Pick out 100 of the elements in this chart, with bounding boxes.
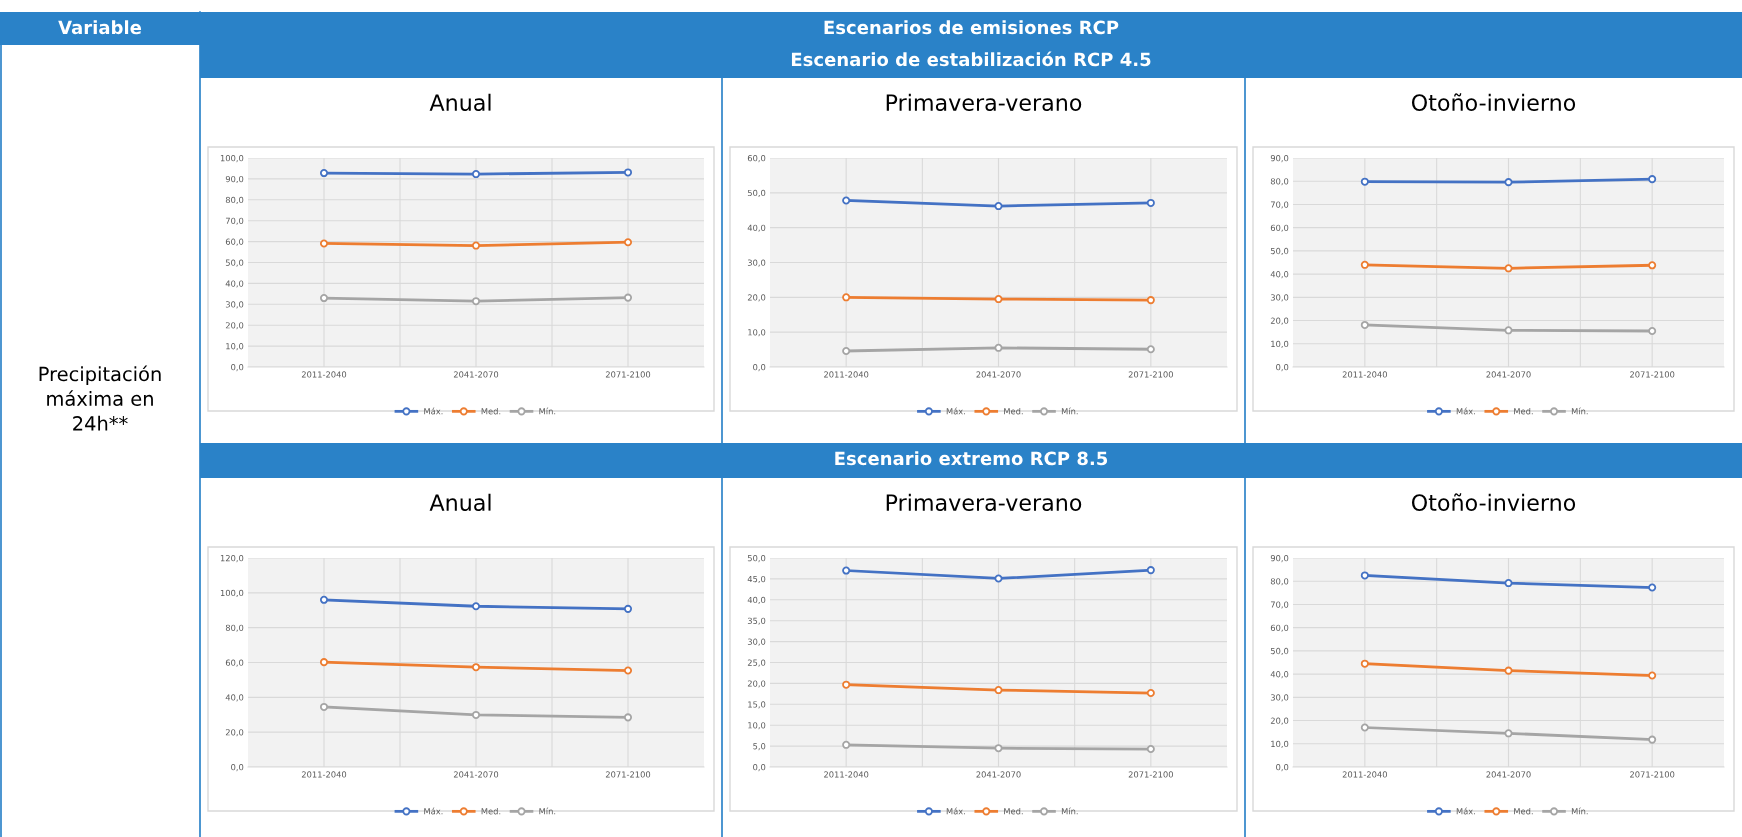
point — [1504, 264, 1513, 273]
point — [471, 710, 481, 719]
point — [1648, 735, 1657, 744]
chart-title: Anual — [429, 493, 491, 511]
legend-label: Máx. — [424, 807, 443, 815]
point — [1146, 744, 1155, 754]
legend-label: Med. — [1514, 407, 1533, 415]
chart-title: Otoño-invierno — [1411, 493, 1576, 511]
y-tick-label: 90,0 — [225, 175, 244, 184]
point — [1648, 671, 1657, 680]
legend-label: Máx. — [946, 407, 965, 415]
point — [994, 202, 1003, 211]
legend-label: Mín. — [539, 407, 556, 415]
legend-label: Med. — [481, 807, 501, 815]
y-tick-label: 60,0 — [747, 154, 766, 163]
y-tick-label: 100,0 — [220, 589, 244, 597]
y-tick-label: 90,0 — [1270, 554, 1289, 563]
point — [1146, 198, 1155, 207]
x-tick-label: 2071-2100 — [605, 771, 651, 778]
x-tick-label: 2011-2040 — [1342, 771, 1387, 778]
point — [1360, 260, 1369, 269]
point — [319, 595, 329, 604]
point — [319, 658, 329, 667]
point — [994, 744, 1003, 753]
y-tick-label: 40,0 — [1270, 671, 1289, 679]
point — [471, 663, 481, 672]
y-tick-label: 0,0 — [753, 763, 766, 772]
y-tick-label: 60,0 — [225, 659, 244, 667]
x-tick-label: 2071-2100 — [605, 371, 651, 378]
y-tick-label: 80,0 — [225, 624, 244, 632]
point — [1360, 177, 1369, 186]
y-tick-label: 50,0 — [1270, 647, 1289, 656]
point — [1504, 178, 1513, 187]
point — [1146, 345, 1155, 354]
chart-title: Otoño-invierno — [1411, 93, 1576, 111]
y-tick-label: 10,0 — [226, 343, 244, 351]
legend-label: Med. — [481, 407, 501, 415]
point — [1504, 326, 1513, 335]
point — [994, 343, 1003, 352]
point — [994, 295, 1003, 304]
point — [623, 604, 633, 613]
y-tick-label: 5,0 — [753, 743, 766, 751]
x-tick-label: 2011-2040 — [301, 371, 347, 378]
y-tick-label: 40,0 — [747, 596, 766, 604]
point — [623, 666, 633, 675]
point — [842, 680, 851, 689]
point — [623, 238, 633, 247]
y-tick-label: 30,0 — [747, 259, 766, 267]
text: Variable — [58, 20, 142, 35]
point — [994, 686, 1003, 695]
chart-title: Primavera-verano — [886, 93, 1082, 111]
y-tick-label: 70,0 — [225, 217, 244, 225]
y-tick-label: 0,0 — [1276, 363, 1289, 372]
x-tick-label: 2011-2040 — [301, 771, 347, 778]
y-tick-label: 50,0 — [1270, 247, 1289, 256]
legend-label: Med. — [1004, 407, 1023, 415]
point — [319, 702, 329, 711]
legend-label: Máx. — [424, 407, 443, 415]
y-tick-label: 20,0 — [747, 294, 766, 302]
legend-label: Med. — [1514, 807, 1533, 815]
legend-label: Máx. — [946, 807, 965, 815]
x-tick-label: 2041-2070 — [976, 371, 1021, 378]
y-tick-label: 50,0 — [747, 189, 766, 197]
x-tick-label: 2041-2070 — [453, 371, 499, 378]
legend-label: Mín. — [1571, 407, 1588, 415]
legend-label: Máx. — [1456, 407, 1475, 415]
y-tick-label: 80,0 — [1270, 178, 1289, 186]
y-tick-label: 10,0 — [1271, 340, 1289, 348]
point — [842, 196, 851, 205]
chart-title: Anual — [429, 93, 491, 111]
point — [623, 293, 633, 302]
point — [471, 241, 481, 250]
x-tick-label: 2041-2070 — [453, 771, 499, 778]
text: Escenarios de emisiones RCP — [824, 20, 1119, 35]
chart-title: Primavera-verano — [886, 493, 1082, 511]
y-tick-label: 10,0 — [748, 722, 766, 730]
point — [994, 574, 1003, 583]
y-tick-label: 0,0 — [231, 763, 244, 772]
y-tick-label: 120,0 — [220, 554, 244, 563]
text: Escenario extremo RCP 8.5 — [835, 451, 1108, 466]
y-tick-label: 100,0 — [220, 154, 244, 163]
legend-label: Mín. — [1061, 807, 1078, 815]
y-tick-label: 50,0 — [225, 259, 244, 267]
point — [623, 713, 633, 722]
point — [623, 168, 633, 177]
y-tick-label: 30,0 — [1270, 694, 1289, 702]
point — [842, 293, 851, 302]
y-tick-label: 20,0 — [225, 729, 244, 737]
y-tick-label: 30,0 — [225, 301, 244, 309]
point — [471, 297, 481, 306]
y-tick-label: 40,0 — [225, 280, 244, 288]
legend-label: Mín. — [1061, 407, 1078, 415]
y-tick-label: 45,0 — [747, 575, 766, 584]
y-tick-label: 40,0 — [225, 694, 244, 702]
y-tick-label: 60,0 — [1270, 224, 1289, 232]
point — [319, 239, 329, 248]
point — [1504, 729, 1513, 738]
text: Precipitación máxima en 24h** — [39, 365, 161, 431]
point — [1648, 326, 1657, 336]
y-tick-label: 40,0 — [747, 224, 766, 232]
